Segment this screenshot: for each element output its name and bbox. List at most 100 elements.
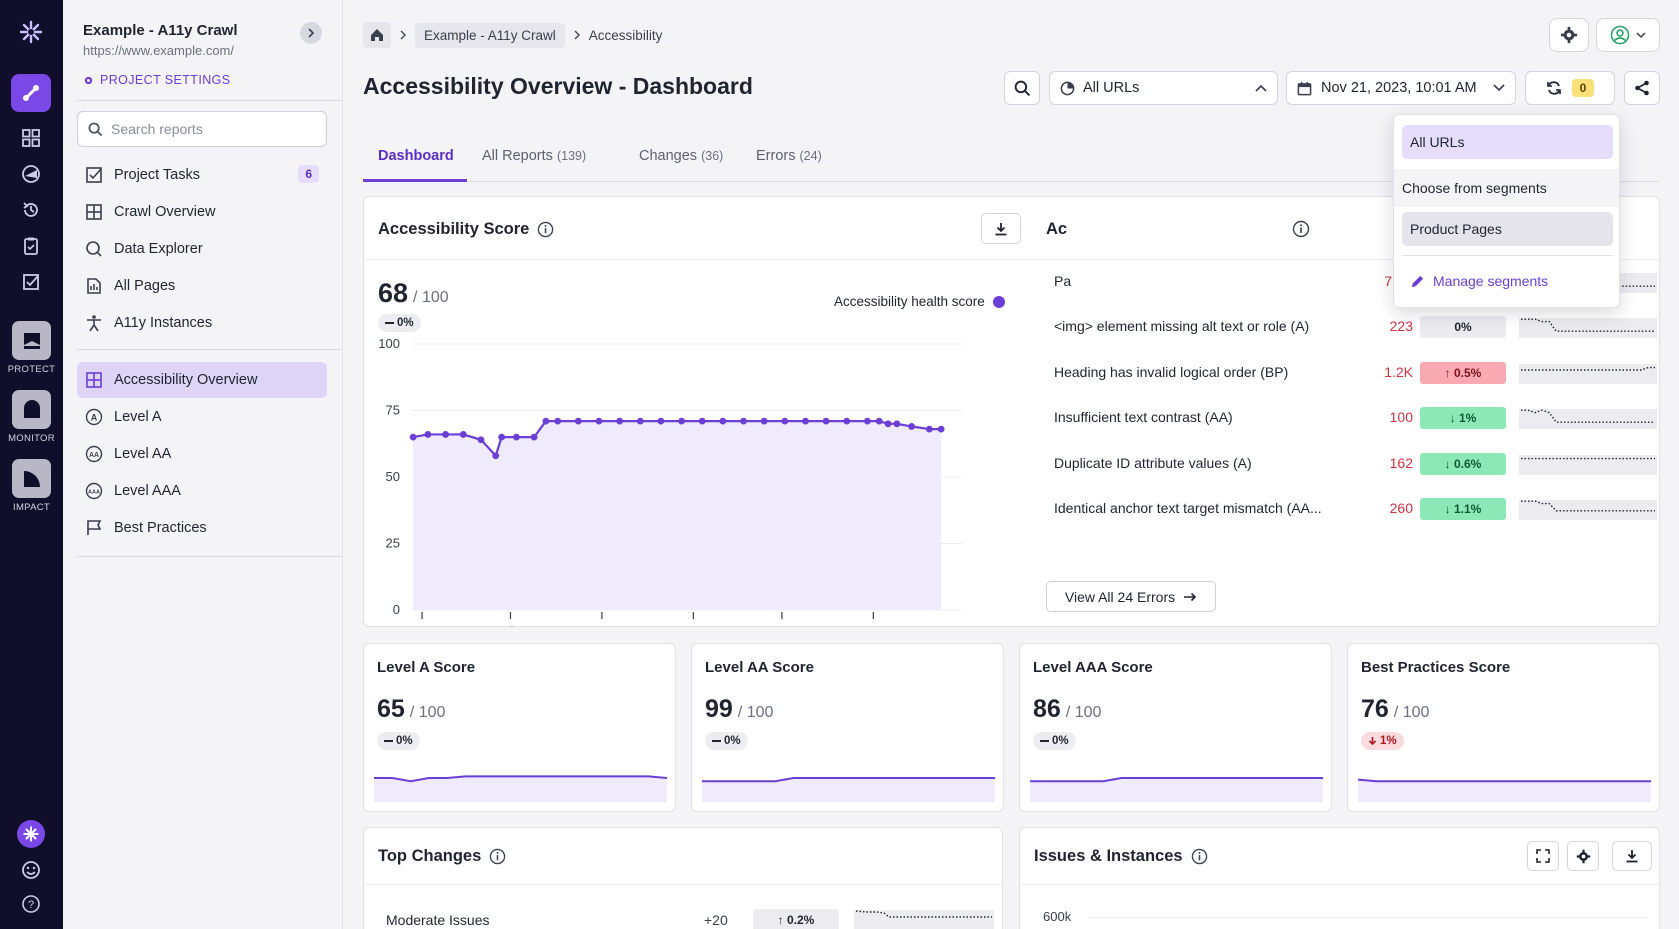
score-point[interactable] (595, 417, 603, 425)
score-point[interactable] (477, 436, 485, 444)
score-point[interactable] (925, 425, 933, 433)
app-logo-icon[interactable] (17, 18, 45, 46)
dropdown-item-product-pages[interactable]: Product Pages (1402, 212, 1613, 246)
error-row-label[interactable]: Insufficient text contrast (AA) (1054, 409, 1233, 426)
gauge-rail-icon[interactable] (17, 160, 45, 188)
score-point[interactable] (781, 417, 789, 425)
sidebar-item-best-practices[interactable]: Best Practices (77, 510, 327, 546)
sidebar-item-crawl-overview[interactable]: Crawl Overview (77, 194, 327, 230)
dashboard-rail-icon[interactable] (11, 74, 51, 112)
tab-changes[interactable]: Changes (36) (639, 148, 723, 164)
score-point[interactable] (512, 433, 520, 441)
sidebar-item-level-aaa[interactable]: AAA Level AAA (77, 473, 327, 509)
error-row-label[interactable]: Heading has invalid logical order (BP) (1054, 363, 1289, 380)
search-button[interactable] (1004, 71, 1040, 105)
info-icon[interactable] (1191, 848, 1208, 865)
impact-app-icon[interactable] (12, 459, 51, 498)
home-button[interactable] (363, 22, 391, 48)
info-icon[interactable] (537, 221, 554, 238)
share-button[interactable] (1624, 71, 1660, 105)
chevron-down-icon (1493, 84, 1505, 92)
tab-errors[interactable]: Errors (24) (756, 148, 822, 164)
score-point[interactable] (442, 431, 449, 438)
settings-button[interactable] (1549, 18, 1589, 52)
score-point[interactable] (459, 431, 467, 438)
score-point[interactable] (424, 431, 432, 438)
dropdown-item-all-urls[interactable]: All URLs (1402, 125, 1613, 159)
error-row-label[interactable]: Pa (1054, 273, 1072, 289)
manage-segments-link[interactable]: Manage segments (1402, 263, 1613, 299)
download-button[interactable] (981, 213, 1021, 244)
score-point[interactable] (875, 417, 883, 425)
collapse-sidebar-button[interactable] (300, 22, 322, 44)
score-point[interactable] (678, 417, 685, 425)
score-point[interactable] (884, 420, 892, 428)
info-icon[interactable] (1292, 220, 1310, 238)
score-point[interactable] (822, 417, 830, 425)
crawl-date-select[interactable]: Nov 21, 2023, 10:01 AM (1286, 71, 1516, 105)
protect-app-icon[interactable] (12, 321, 51, 360)
search-input[interactable] (111, 121, 311, 137)
score-point[interactable] (492, 452, 500, 460)
sidebar-item-level-aa[interactable]: AA Level AA (77, 436, 327, 472)
help-icon[interactable]: ? (17, 890, 45, 918)
segment-select[interactable]: All URLs (1049, 71, 1278, 105)
account-menu-button[interactable] (1596, 18, 1660, 52)
sidebar-item-data-explorer[interactable]: Data Explorer (77, 231, 327, 267)
sidebar-item-accessibility-overview[interactable]: Accessibility Overview (77, 362, 327, 398)
level-score-card[interactable]: Level AA Score 99/ 100 0% (691, 643, 1004, 812)
error-row-sparkline (1519, 363, 1657, 384)
score-point[interactable] (698, 417, 706, 425)
score-point[interactable] (937, 425, 945, 433)
score-point[interactable] (542, 417, 550, 425)
score-point[interactable] (740, 417, 747, 425)
score-point[interactable] (719, 417, 727, 425)
grid-rail-icon[interactable] (17, 124, 45, 152)
level-score-card[interactable]: Best Practices Score 76/ 100 1% (1347, 643, 1660, 812)
tab-all-reports[interactable]: All Reports (139) (482, 148, 586, 164)
search-reports[interactable] (77, 111, 327, 147)
view-all-errors-button[interactable]: View All 24 Errors (1046, 581, 1216, 612)
error-row-label[interactable]: Identical anchor text target mismatch (A… (1054, 500, 1322, 516)
score-point[interactable] (498, 433, 506, 441)
error-row-label[interactable]: Duplicate ID attribute values (A) (1054, 454, 1252, 471)
sidebar-item-project-tasks[interactable]: Project Tasks 6 (77, 157, 327, 193)
level-score-card[interactable]: Level AAA Score 86/ 100 0% (1019, 643, 1332, 812)
history-rail-icon[interactable] (17, 196, 45, 224)
score-point[interactable] (843, 417, 851, 425)
score-point[interactable] (802, 417, 809, 425)
score-point[interactable] (554, 417, 562, 425)
breadcrumb-project[interactable]: Example - A11y Crawl (415, 22, 565, 48)
chart-settings-button[interactable] (1567, 841, 1599, 871)
level-card-delta-badge: 0% (1033, 732, 1076, 750)
sidebar-item-a11y-instances[interactable]: A11y Instances (77, 305, 327, 341)
score-point[interactable] (616, 417, 624, 425)
tasks-rail-icon[interactable] (17, 268, 45, 296)
sparkline-area (1358, 779, 1651, 802)
refresh-button[interactable]: 0 (1525, 71, 1615, 105)
score-point[interactable] (574, 417, 582, 425)
brand-icon[interactable] (17, 820, 45, 848)
fullscreen-button[interactable] (1527, 841, 1559, 871)
info-icon[interactable] (489, 848, 506, 865)
score-point[interactable] (864, 417, 871, 425)
issues-download-button[interactable] (1612, 841, 1652, 871)
score-point[interactable] (530, 433, 538, 441)
tab-dashboard[interactable]: Dashboard (378, 148, 454, 164)
score-point[interactable] (409, 433, 417, 441)
sidebar-item-level-a[interactable]: A Level A (77, 399, 327, 435)
sidebar-item-all-pages[interactable]: All Pages (77, 268, 327, 304)
score-point[interactable] (657, 417, 665, 425)
score-point[interactable] (636, 417, 644, 425)
monitor-app-icon[interactable] (12, 390, 51, 429)
project-settings-link[interactable]: PROJECT SETTINGS (83, 73, 231, 87)
score-point[interactable] (908, 423, 916, 430)
dash-icon (1040, 740, 1049, 742)
pencil-icon (1411, 275, 1424, 287)
score-point[interactable] (893, 420, 901, 428)
feedback-smiley-icon[interactable] (17, 856, 45, 884)
score-point[interactable] (760, 417, 768, 425)
level-score-card[interactable]: Level A Score 65/ 100 0% (363, 643, 676, 812)
error-row-label[interactable]: <img> element missing alt text or role (… (1054, 318, 1310, 335)
clipboard-rail-icon[interactable] (17, 232, 45, 260)
